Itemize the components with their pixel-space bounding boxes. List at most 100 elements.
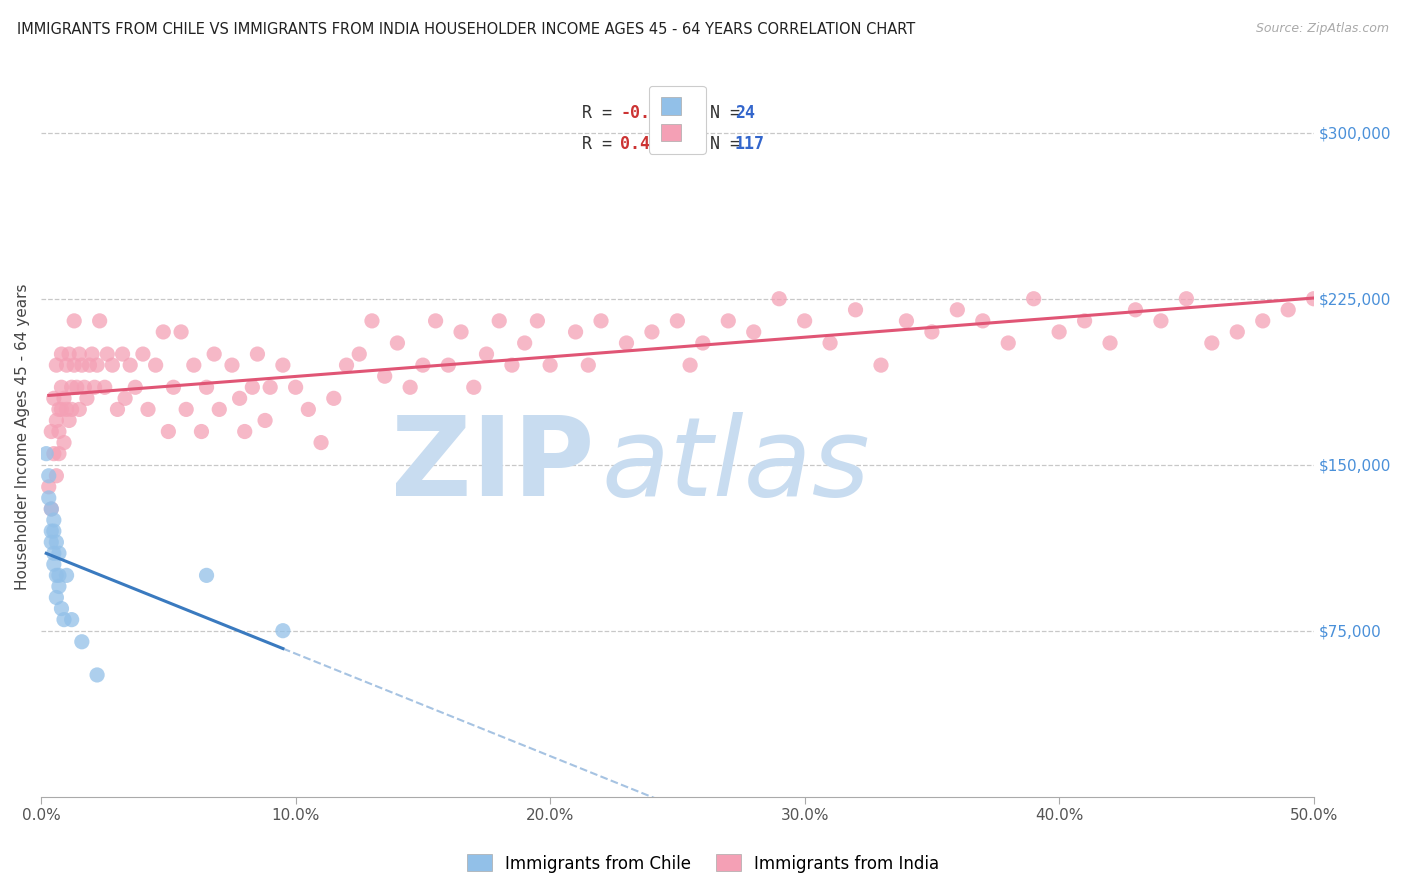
Text: R =: R = bbox=[582, 135, 631, 153]
Point bbox=[51, 347, 73, 361]
Point bbox=[136, 402, 159, 417]
Point bbox=[174, 402, 197, 417]
Point bbox=[86, 358, 108, 372]
Point bbox=[666, 314, 689, 328]
Point bbox=[254, 413, 277, 427]
Point bbox=[259, 380, 281, 394]
Point bbox=[335, 358, 357, 372]
Point bbox=[425, 314, 447, 328]
Point bbox=[76, 392, 98, 406]
Point bbox=[240, 380, 263, 394]
Point bbox=[67, 347, 90, 361]
Point bbox=[39, 502, 62, 516]
Point bbox=[450, 325, 472, 339]
Point bbox=[39, 535, 62, 549]
Point bbox=[1150, 314, 1173, 328]
Point bbox=[48, 447, 70, 461]
Text: Source: ZipAtlas.com: Source: ZipAtlas.com bbox=[1256, 22, 1389, 36]
Point bbox=[42, 513, 65, 527]
Point bbox=[208, 402, 231, 417]
Point bbox=[284, 380, 307, 394]
Point bbox=[1302, 292, 1324, 306]
Point bbox=[55, 402, 77, 417]
Point bbox=[768, 292, 790, 306]
Point bbox=[183, 358, 205, 372]
Point bbox=[60, 613, 83, 627]
Point bbox=[437, 358, 460, 372]
Point bbox=[1047, 325, 1070, 339]
Point bbox=[1125, 302, 1147, 317]
Text: ZIP: ZIP bbox=[391, 412, 595, 519]
Point bbox=[162, 380, 184, 394]
Point bbox=[170, 325, 193, 339]
Point bbox=[1073, 314, 1095, 328]
Point bbox=[42, 546, 65, 560]
Point bbox=[96, 347, 118, 361]
Point bbox=[39, 425, 62, 439]
Point bbox=[101, 358, 124, 372]
Point bbox=[1022, 292, 1045, 306]
Point bbox=[387, 336, 409, 351]
Point bbox=[53, 392, 76, 406]
Point bbox=[48, 568, 70, 582]
Text: 24: 24 bbox=[735, 104, 755, 122]
Point bbox=[152, 325, 174, 339]
Point bbox=[1226, 325, 1249, 339]
Point bbox=[538, 358, 561, 372]
Point bbox=[1277, 302, 1299, 317]
Point bbox=[374, 369, 396, 384]
Point bbox=[513, 336, 536, 351]
Point bbox=[73, 380, 96, 394]
Point bbox=[120, 358, 142, 372]
Point bbox=[870, 358, 893, 372]
Point bbox=[93, 380, 115, 394]
Point bbox=[717, 314, 740, 328]
Point bbox=[946, 302, 969, 317]
Point bbox=[972, 314, 994, 328]
Point bbox=[67, 402, 90, 417]
Point bbox=[1098, 336, 1121, 351]
Text: N =: N = bbox=[690, 135, 749, 153]
Point bbox=[107, 402, 129, 417]
Point bbox=[616, 336, 638, 351]
Point bbox=[896, 314, 918, 328]
Point bbox=[48, 546, 70, 560]
Point bbox=[63, 358, 86, 372]
Point bbox=[42, 524, 65, 538]
Y-axis label: Householder Income Ages 45 - 64 years: Householder Income Ages 45 - 64 years bbox=[15, 284, 30, 591]
Legend: , : , bbox=[650, 86, 706, 153]
Point bbox=[83, 380, 105, 394]
Text: atlas: atlas bbox=[600, 412, 870, 519]
Point bbox=[463, 380, 485, 394]
Point bbox=[114, 392, 136, 406]
Point bbox=[86, 668, 108, 682]
Point bbox=[42, 392, 65, 406]
Point bbox=[45, 413, 67, 427]
Point bbox=[202, 347, 225, 361]
Point bbox=[271, 624, 294, 638]
Point bbox=[1201, 336, 1223, 351]
Point bbox=[349, 347, 371, 361]
Point bbox=[48, 402, 70, 417]
Point bbox=[488, 314, 510, 328]
Point bbox=[742, 325, 765, 339]
Point bbox=[51, 402, 73, 417]
Point bbox=[58, 347, 80, 361]
Point bbox=[412, 358, 434, 372]
Point bbox=[679, 358, 702, 372]
Point bbox=[58, 413, 80, 427]
Text: 117: 117 bbox=[735, 135, 765, 153]
Point bbox=[42, 558, 65, 572]
Point bbox=[1175, 292, 1198, 306]
Point bbox=[271, 358, 294, 372]
Point bbox=[195, 380, 218, 394]
Point bbox=[111, 347, 134, 361]
Text: R =: R = bbox=[582, 104, 621, 122]
Point bbox=[361, 314, 384, 328]
Point bbox=[501, 358, 523, 372]
Point bbox=[309, 435, 332, 450]
Point bbox=[145, 358, 167, 372]
Point bbox=[51, 380, 73, 394]
Point bbox=[190, 425, 212, 439]
Point bbox=[195, 568, 218, 582]
